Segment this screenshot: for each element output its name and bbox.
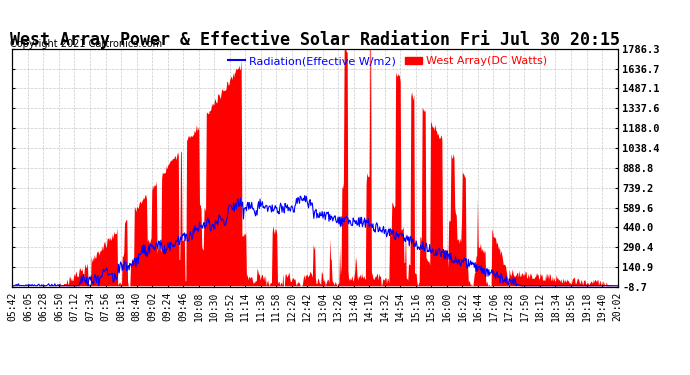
Text: Copyright 2021 Cartronics.com: Copyright 2021 Cartronics.com <box>10 39 162 50</box>
Title: West Array Power & Effective Solar Radiation Fri Jul 30 20:15: West Array Power & Effective Solar Radia… <box>10 30 620 49</box>
Legend: Radiation(Effective W/m2), West Array(DC Watts): Radiation(Effective W/m2), West Array(DC… <box>224 52 551 71</box>
